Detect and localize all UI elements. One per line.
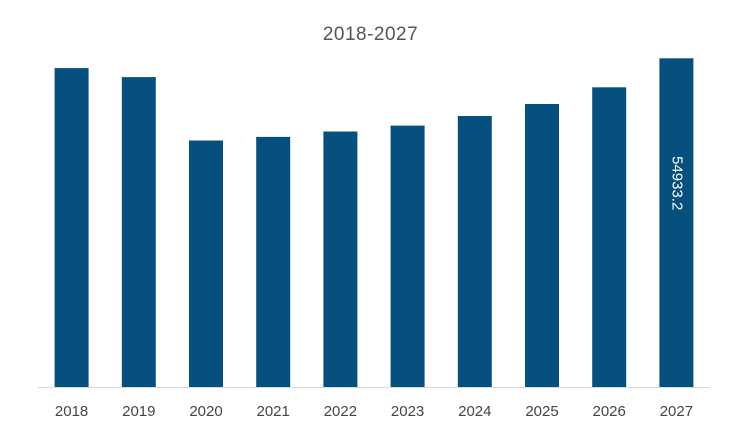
bar-2025 — [525, 104, 559, 387]
x-tick-label-2018: 2018 — [55, 403, 88, 420]
bar-2022 — [323, 131, 358, 387]
bar-2026 — [592, 87, 627, 388]
bar-2024 — [457, 116, 492, 387]
data-label-2027: 54933.2 — [668, 156, 685, 210]
bar-2023 — [390, 125, 425, 387]
x-tick-label-2026: 2026 — [593, 403, 626, 420]
x-tick-label-2024: 2024 — [458, 403, 491, 420]
bar-2019 — [121, 77, 156, 387]
x-tick-label-2021: 2021 — [257, 403, 290, 420]
bars-group — [54, 58, 694, 388]
x-tick-label-2022: 2022 — [324, 403, 357, 420]
bar-2021 — [256, 136, 291, 387]
x-tick-label-2025: 2025 — [525, 403, 558, 420]
bar-2027 — [659, 58, 694, 388]
x-tick-label-2027: 2027 — [660, 403, 693, 420]
x-tick-label-2020: 2020 — [189, 403, 222, 420]
x-tick-label-2019: 2019 — [122, 403, 155, 420]
x-axis-ticks: 2018 2019 2020 2021 2022 2023 2024 2025 2026 2027 — [55, 403, 693, 420]
bar-2018 — [54, 68, 89, 387]
x-tick-label-2023: 2023 — [391, 403, 424, 420]
chart-title: 2018-2027 — [322, 24, 419, 45]
bar-2020 — [189, 140, 223, 387]
data-labels-group: 54933.2 — [668, 156, 685, 210]
